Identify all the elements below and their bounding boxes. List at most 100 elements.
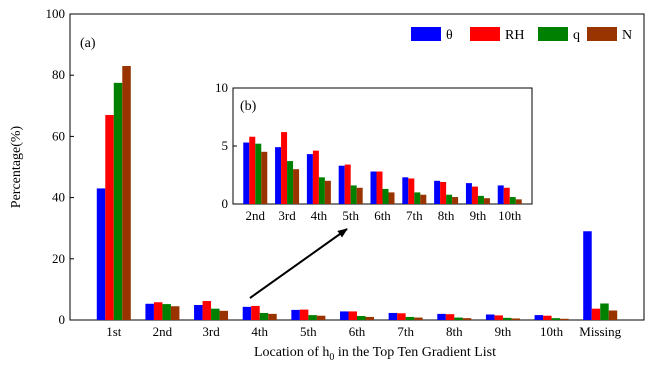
bar-2nd-series-1 <box>243 142 250 204</box>
bar-5th-series-3 <box>350 185 357 204</box>
bar-8th-series-4 <box>452 197 459 204</box>
x-tick-label: 9th <box>470 208 487 223</box>
main-bars <box>96 66 618 321</box>
bar-3rd-series-3 <box>211 308 220 320</box>
bar-Missing-series-3 <box>600 303 609 320</box>
bar-10th-series-3 <box>551 318 561 320</box>
x-tick-label: 2nd <box>246 208 266 223</box>
x-axis-label-suffix: in the Top Ten Gradient List <box>334 345 496 360</box>
bar-3rd-series-3 <box>287 161 294 204</box>
legend-label: θ <box>446 28 453 43</box>
bar-5th-series-4 <box>356 187 363 204</box>
legend-label: N <box>622 28 632 43</box>
bar-8th-series-1 <box>437 313 446 320</box>
bar-5th-series-2 <box>299 309 309 320</box>
bar-5th-series-1 <box>338 165 345 204</box>
bar-7th-series-4 <box>420 194 427 204</box>
y-tick-label: 5 <box>222 138 229 153</box>
bar-1st-series-2 <box>105 114 114 320</box>
bar-5th-series-3 <box>308 315 317 320</box>
x-tick-label: 6th <box>349 324 366 339</box>
bar-4th-series-1 <box>242 306 252 320</box>
y-tick-label: 0 <box>222 196 229 211</box>
x-tick-label: 6th <box>374 208 391 223</box>
x-tick-label: 10th <box>498 208 522 223</box>
bar-3rd-series-2 <box>281 132 288 204</box>
bar-Missing-series-4 <box>608 310 618 320</box>
bar-7th-series-1 <box>402 177 409 204</box>
panel-b-label: (b) <box>240 99 257 114</box>
bar-4th-series-3 <box>259 312 269 320</box>
bar-2nd-series-4 <box>170 306 180 320</box>
bar-6th-series-3 <box>382 188 389 204</box>
bar-3rd-series-1 <box>194 305 203 320</box>
bar-3rd-series-4 <box>293 169 300 204</box>
bar-10th-series-3 <box>509 197 516 204</box>
inset-bars <box>243 132 522 204</box>
x-axis-label-subscript: 0 <box>329 352 334 361</box>
x-tick-label: 7th <box>406 208 423 223</box>
bar-2nd-series-3 <box>162 304 171 320</box>
x-tick-label: 3rd <box>202 324 220 339</box>
y-tick-label: 80 <box>52 67 65 82</box>
x-tick-label: 10th <box>540 324 564 339</box>
x-tick-label: 5th <box>342 208 359 223</box>
bar-9th-series-4 <box>511 318 520 320</box>
bar-Missing-series-1 <box>583 231 592 320</box>
legend-swatch <box>587 27 617 41</box>
x-tick-label: 7th <box>397 324 414 339</box>
y-tick-label: 40 <box>52 190 65 205</box>
bar-7th-series-3 <box>414 192 421 204</box>
bar-Missing-series-2 <box>591 308 601 320</box>
bar-8th-series-1 <box>434 180 441 204</box>
x-tick-label: 5th <box>300 324 317 339</box>
bar-1st-series-4 <box>122 66 131 321</box>
inset-x-ticks: 2nd 3rd 4th 5th 6th 7th 8th 9th 10th <box>246 208 522 223</box>
bar-10th-series-2 <box>543 315 552 320</box>
bar-8th-series-3 <box>454 317 463 320</box>
bar-9th-series-3 <box>477 195 484 204</box>
legend-swatch <box>470 27 500 41</box>
main-y-ticks: 0 20 40 60 80 100 <box>46 6 74 327</box>
bar-4th-series-1 <box>306 154 313 204</box>
bar-1st-series-1 <box>96 188 106 320</box>
bar-6th-series-2 <box>376 171 383 204</box>
bar-10th-series-2 <box>503 187 510 204</box>
bar-1st-series-3 <box>113 82 123 320</box>
bar-9th-series-1 <box>485 314 495 320</box>
inset-y-ticks: 0 5 10 <box>215 80 237 211</box>
x-tick-label: 8th <box>438 208 455 223</box>
bar-6th-series-4 <box>365 316 374 320</box>
x-tick-label: 4th <box>311 208 328 223</box>
bar-3rd-series-4 <box>219 310 229 320</box>
bar-5th-series-4 <box>316 315 326 320</box>
panel-a-label: (a) <box>80 36 96 51</box>
x-tick-label: 9th <box>495 324 512 339</box>
bar-2nd-series-3 <box>255 143 262 204</box>
bar-10th-series-4 <box>515 199 522 204</box>
bar-9th-series-1 <box>465 183 472 204</box>
x-axis-label: Location of h0 in the Top Ten Gradient L… <box>254 345 496 361</box>
bar-5th-series-2 <box>344 164 351 204</box>
zoom-arrow <box>249 228 348 299</box>
bar-2nd-series-2 <box>153 302 163 320</box>
bar-4th-series-2 <box>251 305 260 320</box>
bar-2nd-series-1 <box>145 303 154 320</box>
bar-7th-series-3 <box>405 316 415 320</box>
bar-6th-series-1 <box>340 311 349 320</box>
legend-label: RH <box>505 28 524 43</box>
legend: θ RH q N <box>411 27 632 43</box>
legend-label: q <box>573 28 580 43</box>
bar-4th-series-2 <box>312 150 319 204</box>
bar-6th-series-4 <box>388 192 395 204</box>
bar-4th-series-3 <box>318 177 325 204</box>
bar-10th-series-1 <box>497 185 504 204</box>
x-tick-label: 1st <box>106 324 122 339</box>
bar-10th-series-4 <box>560 318 569 320</box>
bar-4th-series-4 <box>324 180 331 204</box>
bar-8th-series-2 <box>445 314 455 320</box>
y-tick-label: 60 <box>52 128 65 143</box>
bar-9th-series-2 <box>494 315 503 320</box>
